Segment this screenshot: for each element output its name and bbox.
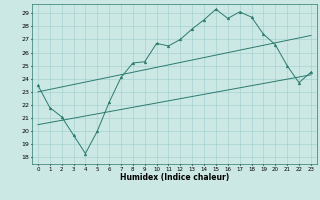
X-axis label: Humidex (Indice chaleur): Humidex (Indice chaleur) (120, 173, 229, 182)
